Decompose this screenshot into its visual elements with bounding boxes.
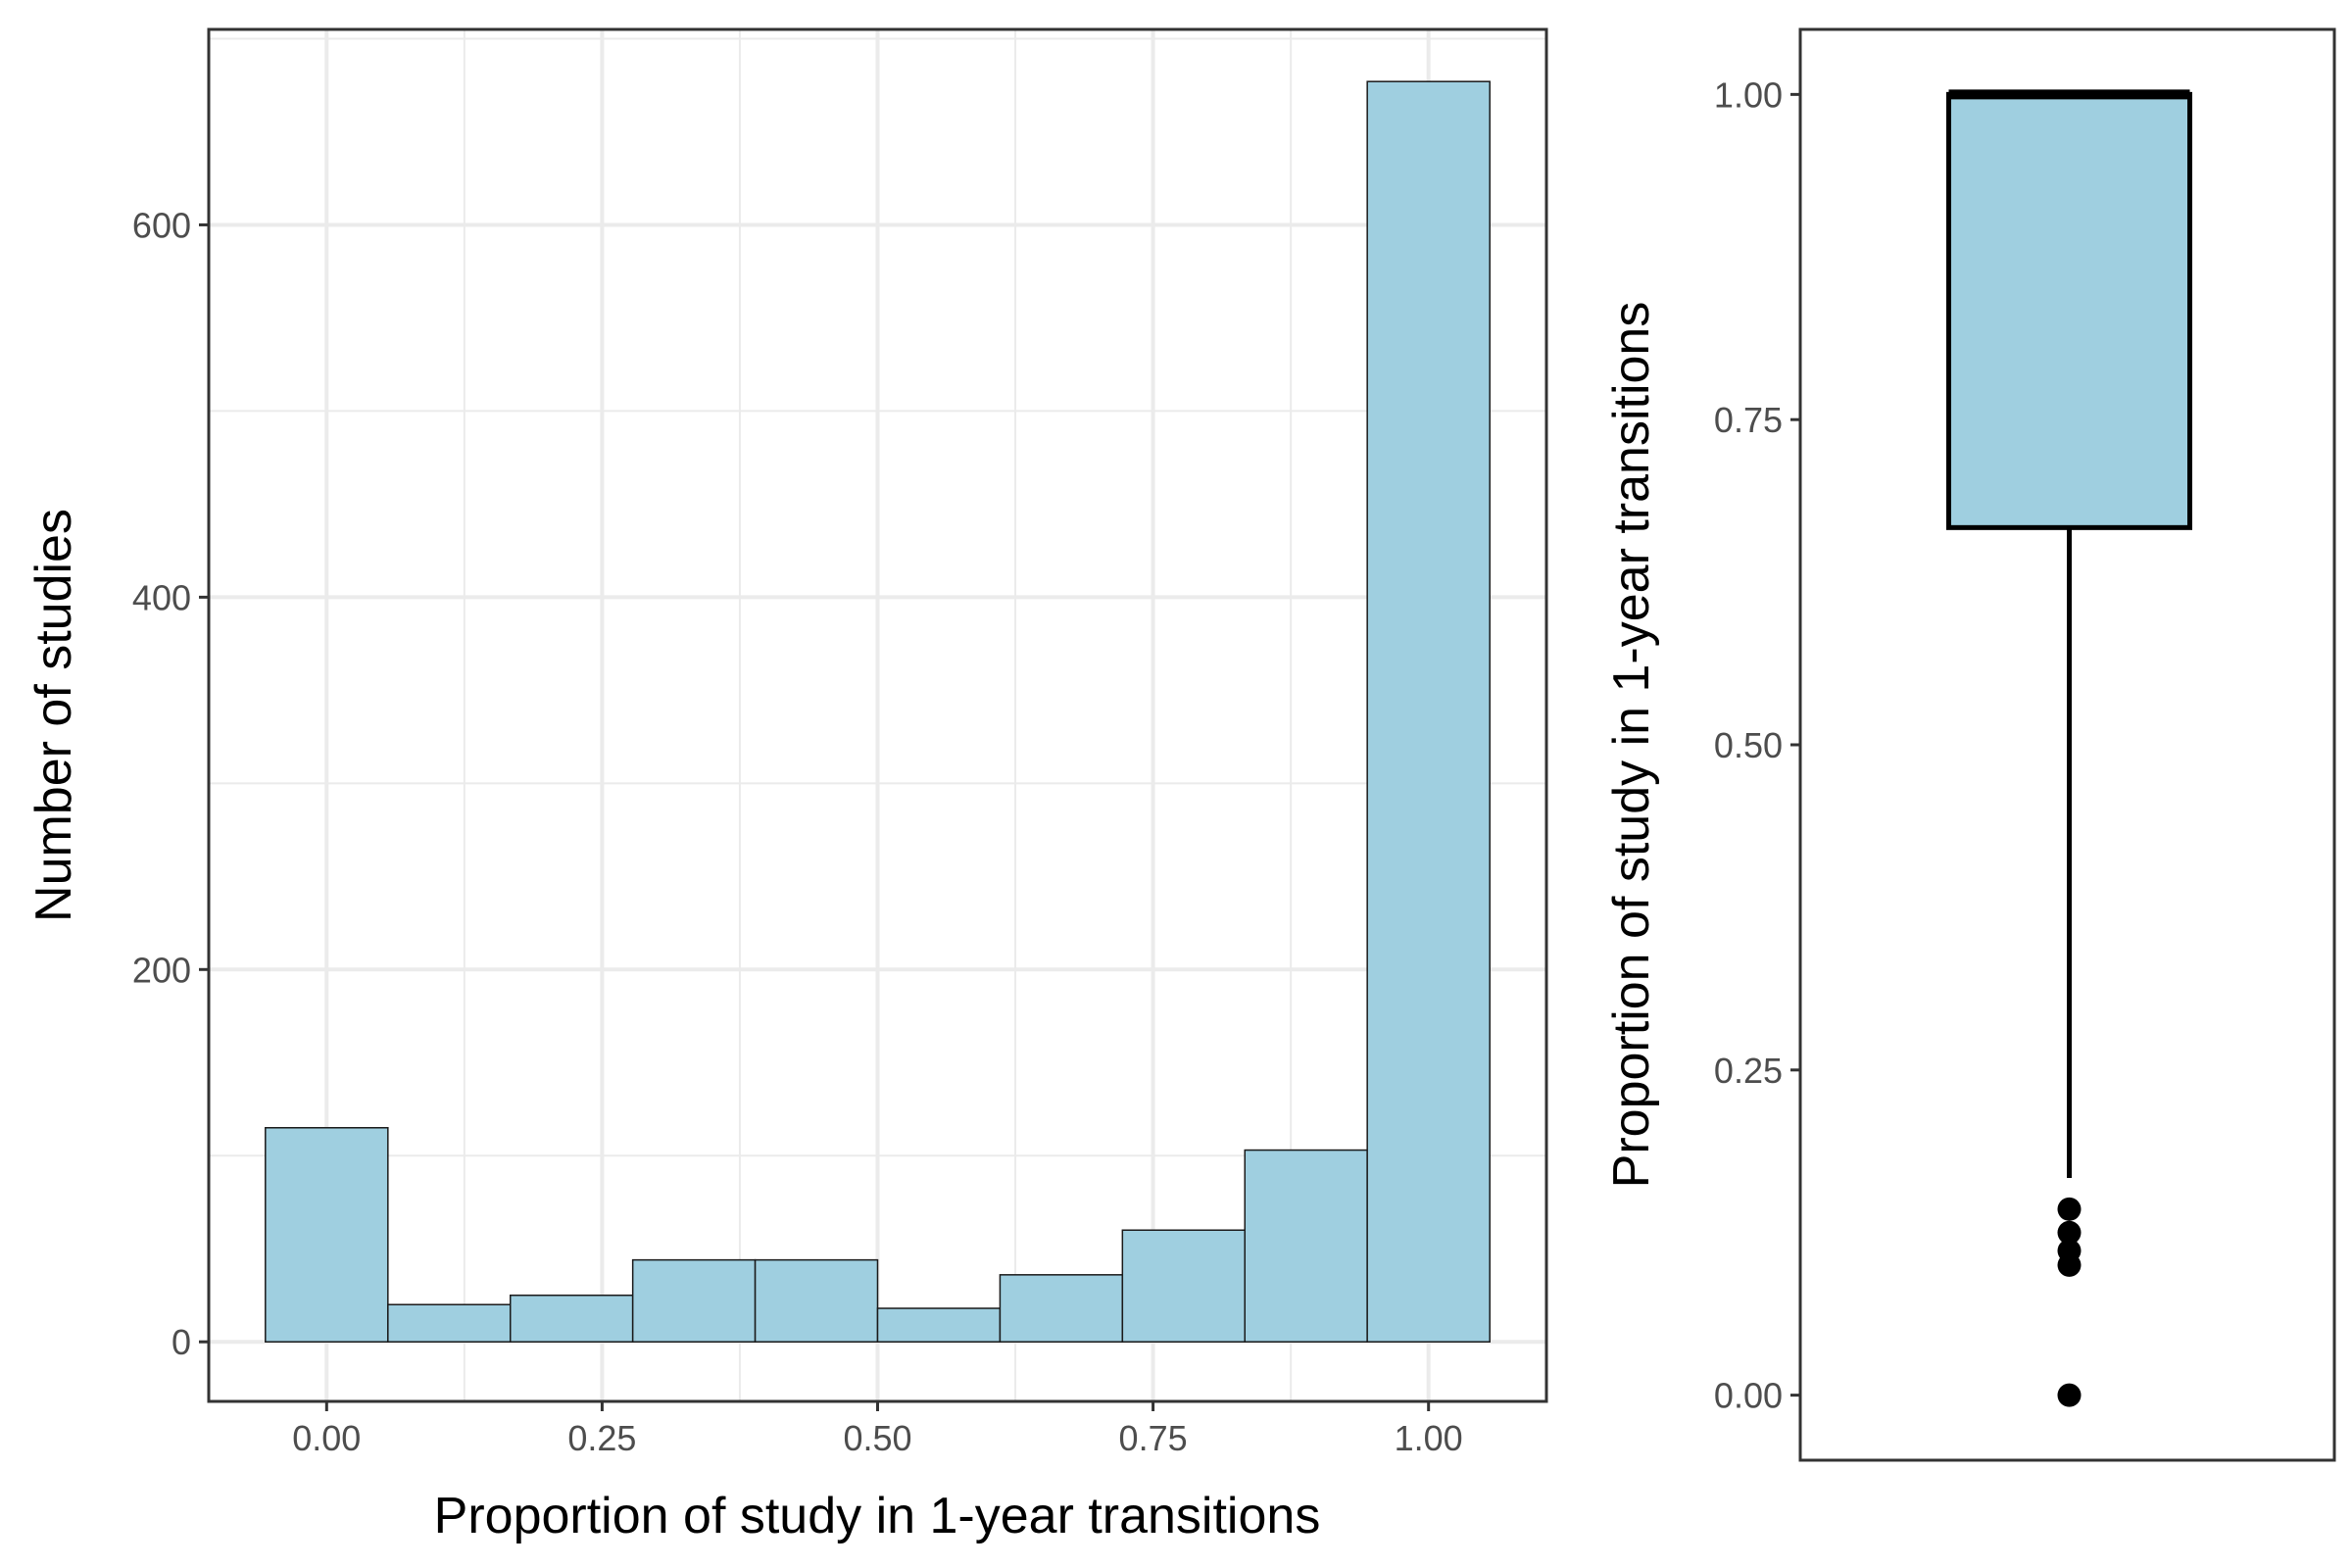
boxplot-y-axis-title: Proportion of study in 1-year transition… <box>1603 302 1660 1189</box>
histogram-bar <box>876 1307 1002 1343</box>
histogram-bar <box>265 1127 389 1343</box>
histogram-bar <box>1366 80 1491 1343</box>
boxplot-outlier-point <box>2057 1383 2082 1407</box>
boxplot-outlier-point <box>2057 1252 2082 1277</box>
histogram-bar <box>1244 1149 1368 1343</box>
boxplot-outlier-point <box>2057 1220 2082 1245</box>
boxplot-y-tick-label: 0.75 <box>1714 400 1783 440</box>
histogram-gridlines <box>209 29 1546 1401</box>
histogram-y-tick-label: 400 <box>132 577 191 617</box>
histogram-x-tick-label: 0.25 <box>567 1418 636 1458</box>
histogram-x-axis: 0.00 0.25 0.50 0.75 1.00 <box>292 1401 1463 1458</box>
boxplot-y-axis: 0.00 0.25 0.50 0.75 1.00 <box>1714 74 1800 1416</box>
histogram-x-tick-label: 0.00 <box>292 1418 361 1458</box>
histogram-bar <box>999 1274 1124 1343</box>
boxplot-elements <box>1946 89 2192 1407</box>
boxplot-outlier-point <box>2057 1197 2082 1221</box>
histogram-y-axis-title: Number of studies <box>25 509 82 922</box>
histogram-bar <box>1121 1229 1247 1343</box>
boxplot-y-tick-label: 0.50 <box>1714 725 1783 765</box>
histogram-panel: 0.00 0.25 0.50 0.75 1.00 0 200 400 600 Proporti… <box>25 27 1548 1544</box>
histogram-y-axis: 0 200 400 600 <box>132 205 209 1362</box>
histogram-x-tick-label: 0.50 <box>843 1418 911 1458</box>
histogram-y-tick-label: 200 <box>132 950 191 990</box>
histogram-y-tick-label: 600 <box>132 205 191 245</box>
histogram-bar <box>631 1258 757 1343</box>
boxplot-y-tick-label: 0.25 <box>1714 1051 1783 1091</box>
histogram-x-tick-label: 1.00 <box>1395 1418 1463 1458</box>
histogram-x-axis-title: Proportion of study in 1-year transition… <box>434 1488 1321 1544</box>
boxplot-y-tick-label: 1.00 <box>1714 74 1783 115</box>
histogram-bars <box>265 80 1491 1343</box>
boxplot-y-tick-label: 0.00 <box>1714 1376 1783 1416</box>
histogram-bar <box>509 1294 634 1343</box>
histogram-bar <box>387 1303 512 1343</box>
histogram-bar <box>754 1258 879 1343</box>
histogram-x-tick-label: 0.75 <box>1119 1418 1188 1458</box>
histogram-y-tick-label: 0 <box>172 1322 191 1362</box>
boxplot-box <box>1946 91 2192 530</box>
boxplot-panel: 0.00 0.25 0.50 0.75 1.00 Proportion of study… <box>1603 27 2336 1462</box>
